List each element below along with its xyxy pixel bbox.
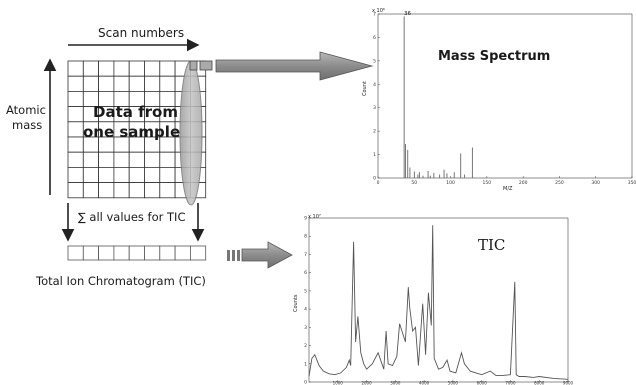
tic-y-tick-label: 9 <box>304 216 307 222</box>
mass-spectrum-big-arrow <box>215 51 374 81</box>
tic-arrow-dash-1 <box>227 250 230 261</box>
ms-x-tick-label: 100 <box>446 180 455 186</box>
ms-y-tick-label: 3 <box>373 105 376 111</box>
tic-y-tick-label: 4 <box>304 307 307 313</box>
ms-y-tick-label: 2 <box>373 129 376 135</box>
tic-cell <box>189 245 207 261</box>
scan-box-small <box>189 60 198 71</box>
tic-x-tick-label: 6000 <box>477 381 488 385</box>
tic-y-tick-label: 1 <box>304 361 307 367</box>
ms-x-tick-label: 300 <box>591 180 600 186</box>
tic-y-tick-label: 3 <box>304 325 307 331</box>
scan-box-medium <box>199 60 213 71</box>
mass-spectrum-exponent: x 10⁶ <box>372 8 385 14</box>
tic-chart-exponent: x 10⁷ <box>308 214 321 220</box>
mass-spectrum-peak-label: 36 <box>404 11 411 17</box>
ms-x-tick-label: 200 <box>519 180 528 186</box>
ms-x-tick-label: 0 <box>377 180 380 186</box>
tic-x-tick-label: 9000 <box>563 381 574 385</box>
ms-y-tick-label: 4 <box>373 82 376 88</box>
tic-y-tick-label: 5 <box>304 288 307 294</box>
tic-y-tick-label: 2 <box>304 343 307 349</box>
ms-x-tick-label: 50 <box>411 180 417 186</box>
ms-x-tick-label: 350 <box>628 180 636 186</box>
tic-plot-frame <box>308 217 569 383</box>
data-grid <box>67 60 207 199</box>
sum-label: ∑ all values for TIC <box>78 210 186 224</box>
tic-y-tick-label: 8 <box>304 234 307 240</box>
data-label-line2: one sample <box>83 123 181 141</box>
mass-spectrum-xlabel: M/Z <box>503 186 513 192</box>
tic-x-tick-label: 8000 <box>534 381 545 385</box>
atomic-mass-label-line2: mass <box>12 118 43 132</box>
tic-arrow-dash-2 <box>232 250 235 261</box>
tic-chart-ylabel: Counts <box>293 294 299 312</box>
tic-y-tick-label: 7 <box>304 252 307 258</box>
tic-x-tick-label: 3000 <box>390 381 401 385</box>
tic-x-tick-label: 7000 <box>505 381 516 385</box>
tic-y-tick-label: 6 <box>304 270 307 276</box>
tic-y-tick-label: 0 <box>304 380 307 385</box>
tic-big-arrow <box>241 241 293 269</box>
ms-plot-frame <box>377 13 633 179</box>
tic-x-tick-label: 4000 <box>419 381 430 385</box>
ms-y-tick-label: 6 <box>373 35 376 41</box>
tic-row <box>67 245 207 261</box>
scan-numbers-label: Scan numbers <box>98 26 185 40</box>
tic-arrow-dash-3 <box>237 250 240 261</box>
tic-x-tick-label: 1000 <box>333 381 344 385</box>
tic-x-tick-label: 2000 <box>361 381 372 385</box>
ms-y-tick-label: 5 <box>373 58 376 64</box>
ms-y-tick-label: 7 <box>373 12 376 18</box>
tic-label: Total Ion Chromatogram (TIC) <box>36 274 206 288</box>
ms-x-tick-label: 150 <box>483 180 492 186</box>
ms-y-tick-label: 1 <box>373 152 376 158</box>
tic-x-tick-label: 5000 <box>448 381 459 385</box>
data-label-line1: Data from <box>93 103 178 121</box>
ms-x-tick-label: 250 <box>555 180 564 186</box>
tic-chart-title: TIC <box>478 236 506 254</box>
atomic-mass-label-line1: Atomic <box>6 103 46 117</box>
ms-y-tick-label: 0 <box>373 176 376 182</box>
tic-series-line <box>308 225 569 380</box>
mass-spectrum-title: Mass Spectrum <box>438 49 551 64</box>
